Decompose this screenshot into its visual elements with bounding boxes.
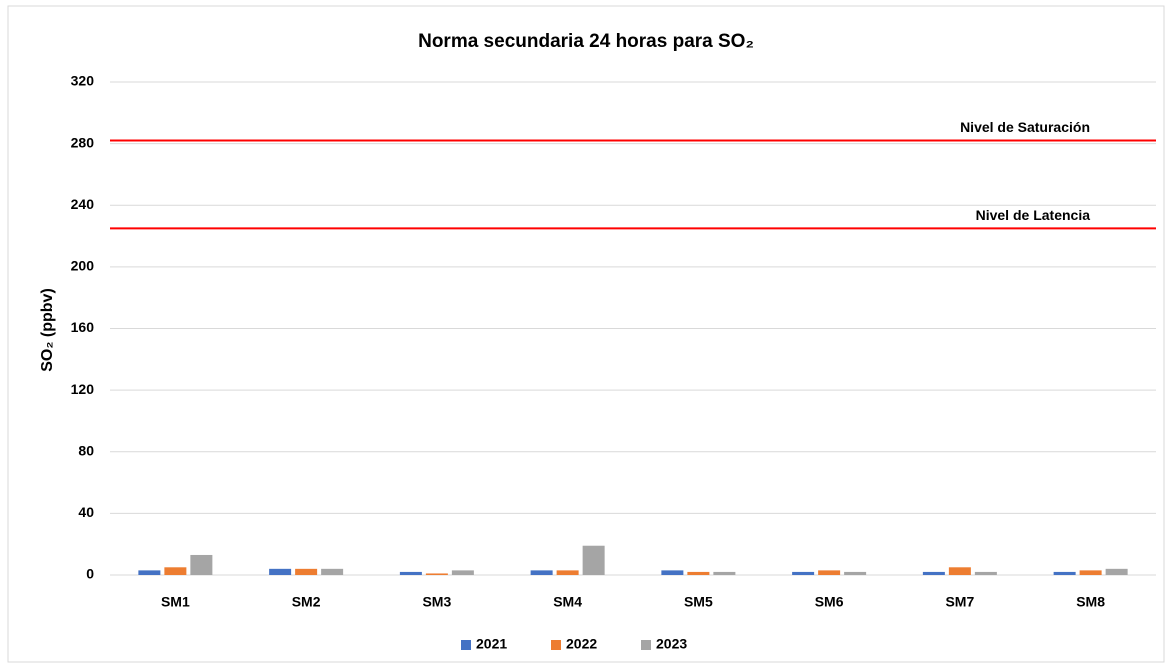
bar <box>1105 568 1128 575</box>
bar <box>451 570 474 575</box>
y-tick-label: 280 <box>71 134 95 150</box>
bar <box>556 570 579 575</box>
x-tick-label: SM7 <box>945 594 974 610</box>
legend-label: 2022 <box>566 636 597 652</box>
bar <box>399 571 422 575</box>
bar <box>425 573 448 575</box>
legend-swatch <box>551 640 561 650</box>
y-tick-label: 40 <box>78 504 94 520</box>
reference-label: Nivel de Latencia <box>976 207 1091 223</box>
bar <box>295 568 318 575</box>
x-tick-label: SM8 <box>1076 594 1105 610</box>
bar <box>844 571 867 575</box>
bar <box>582 545 605 575</box>
bar <box>792 571 815 575</box>
bar <box>530 570 553 575</box>
bar <box>1079 570 1102 575</box>
bar <box>713 571 736 575</box>
bar <box>687 571 710 575</box>
x-tick-label: SM2 <box>292 594 321 610</box>
legend-swatch <box>641 640 651 650</box>
y-tick-label: 240 <box>71 196 95 212</box>
legend-label: 2021 <box>476 636 507 652</box>
chart-title: Norma secundaria 24 horas para SO₂ <box>418 31 754 52</box>
bar <box>922 571 945 575</box>
y-tick-label: 0 <box>86 566 94 582</box>
legend-swatch <box>461 640 471 650</box>
bar <box>164 567 187 575</box>
y-tick-label: 120 <box>71 381 95 397</box>
x-tick-label: SM1 <box>161 594 190 610</box>
bar <box>1053 571 1076 575</box>
y-tick-label: 320 <box>71 73 95 89</box>
y-tick-label: 80 <box>78 442 94 458</box>
x-tick-label: SM3 <box>422 594 451 610</box>
bar <box>269 568 292 575</box>
x-tick-label: SM5 <box>684 594 713 610</box>
bar <box>661 570 684 575</box>
bar <box>190 554 213 575</box>
y-axis-label: SO₂ (ppbv) <box>39 288 56 372</box>
x-tick-label: SM4 <box>553 594 582 610</box>
bar <box>948 567 971 575</box>
bar <box>321 568 344 575</box>
bar <box>138 570 161 575</box>
bar <box>818 570 841 575</box>
legend-label: 2023 <box>656 636 687 652</box>
y-tick-label: 200 <box>71 258 95 274</box>
x-tick-label: SM6 <box>815 594 844 610</box>
reference-label: Nivel de Saturación <box>960 119 1090 135</box>
bar <box>974 571 997 575</box>
y-tick-label: 160 <box>71 319 95 335</box>
